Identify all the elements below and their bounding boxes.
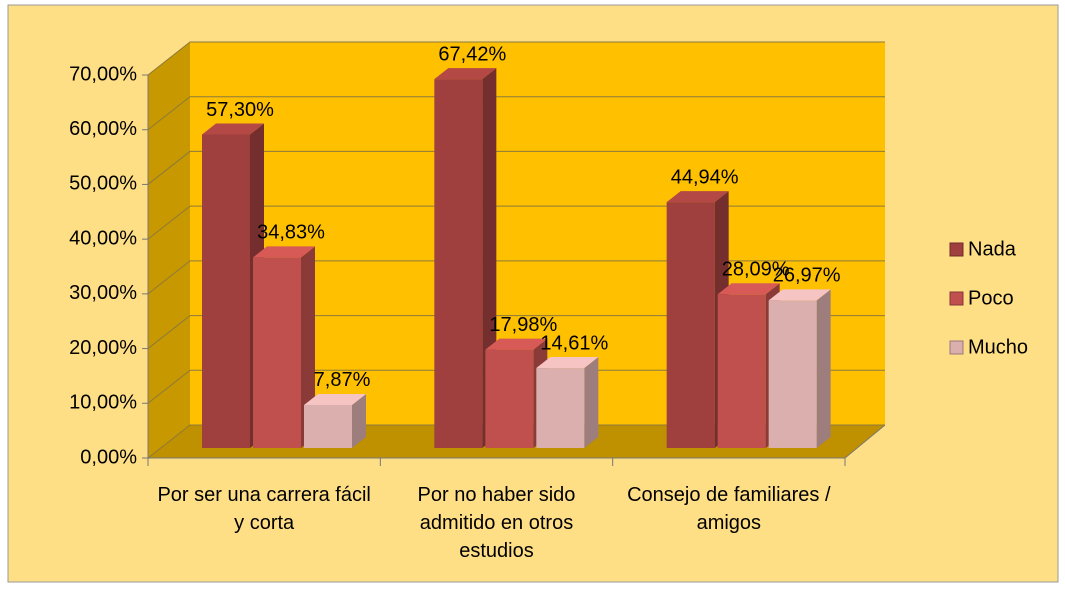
bar — [485, 349, 534, 448]
data-label: 14,61% — [540, 332, 608, 354]
legend-swatch — [949, 291, 964, 306]
bar-side — [816, 289, 831, 448]
y-tick-label: 0,00% — [80, 446, 137, 468]
y-tick-label: 10,00% — [69, 392, 137, 414]
bar-top — [434, 68, 497, 80]
grid-line — [147, 315, 885, 349]
bar — [768, 300, 817, 448]
bar-top — [485, 338, 548, 350]
grid-line — [147, 260, 885, 295]
bar-side — [301, 246, 315, 448]
grid-line — [147, 369, 885, 404]
bar-side — [352, 393, 366, 448]
grid-line — [147, 150, 885, 185]
legend-label: Mucho — [968, 336, 1028, 358]
bar — [434, 79, 483, 449]
bar-top — [304, 393, 366, 405]
data-label: 28,09% — [722, 259, 790, 281]
side-wall — [148, 42, 190, 458]
bar — [253, 257, 301, 448]
data-label: 44,94% — [671, 166, 739, 188]
data-label: 57,30% — [206, 99, 274, 121]
bar-top — [253, 246, 315, 258]
bar-top — [768, 289, 831, 301]
legend-swatch — [949, 340, 964, 355]
y-tick-label: 50,00% — [69, 173, 137, 195]
x-tick-label: Consejo de familiares / amigos — [627, 484, 831, 534]
bar-top — [202, 123, 264, 135]
data-label: 7,87% — [314, 369, 371, 391]
grid-line — [147, 424, 885, 459]
bar-side — [584, 357, 599, 448]
bar — [536, 368, 585, 448]
legend-label: Poco — [968, 287, 1014, 309]
grid-line — [147, 205, 885, 240]
grid-line — [147, 96, 885, 131]
data-label: 17,98% — [489, 314, 557, 336]
y-tick-label: 70,00% — [69, 63, 137, 85]
y-tick-label: 40,00% — [69, 227, 137, 249]
bar-top — [536, 357, 599, 369]
legend-label: Nada — [968, 238, 1017, 260]
y-tick-label: 20,00% — [69, 337, 137, 359]
y-tick-label: 30,00% — [69, 282, 137, 304]
data-label: 67,42% — [438, 43, 506, 65]
bar — [304, 404, 352, 448]
bar — [202, 134, 250, 449]
data-label: 26,97% — [773, 265, 841, 287]
bar — [717, 294, 766, 448]
x-tick-label: Por no haber sido admitido en otros estu… — [417, 484, 576, 562]
bar-top — [666, 191, 729, 203]
data-label: 34,83% — [257, 222, 325, 244]
bar-top — [717, 283, 780, 295]
grid-line — [147, 41, 885, 76]
floor-edge — [844, 424, 886, 459]
legend-swatch — [949, 242, 964, 257]
bar — [666, 202, 715, 448]
y-tick-label: 60,00% — [69, 118, 137, 140]
x-tick-label: Por ser una carrera fácil y corta — [157, 484, 371, 534]
